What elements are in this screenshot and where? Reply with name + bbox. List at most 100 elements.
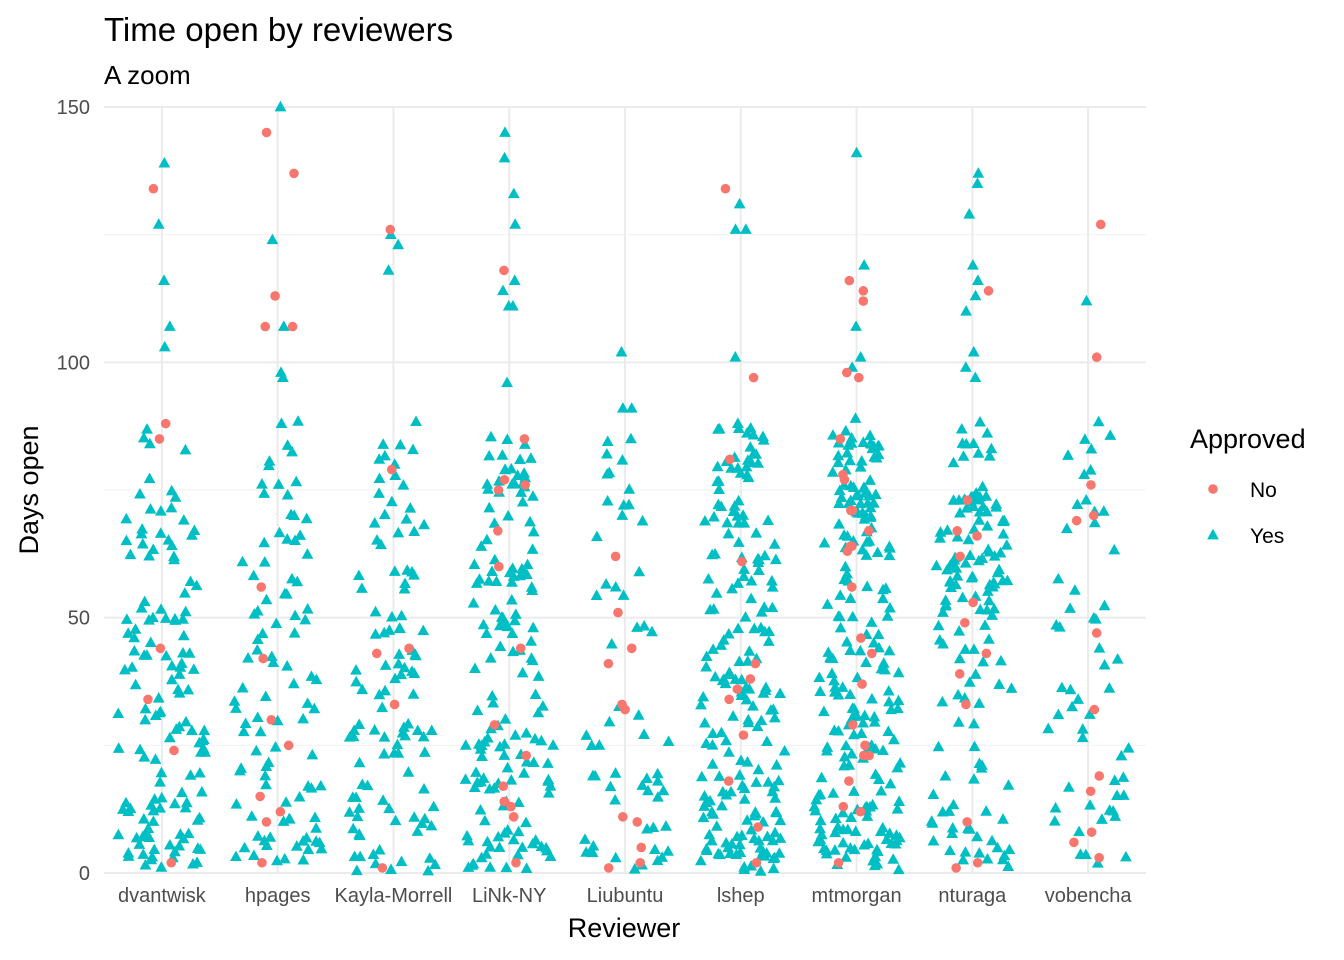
point-yes (526, 654, 539, 666)
point-yes (699, 514, 711, 526)
point-yes (525, 635, 538, 646)
point-yes (373, 453, 386, 464)
point-yes (377, 438, 390, 449)
point-yes (848, 785, 860, 796)
point-yes (516, 495, 529, 507)
point-yes (139, 713, 152, 725)
point-yes (136, 523, 149, 534)
point-yes (888, 733, 900, 745)
point-yes (861, 580, 874, 592)
point-no (858, 296, 869, 306)
y-tick-label: 50 (68, 608, 90, 630)
point-yes (854, 461, 867, 472)
point-yes (1079, 433, 1091, 444)
point-yes (186, 724, 198, 736)
point-yes (350, 675, 363, 687)
point-yes (1048, 815, 1061, 826)
point-yes (385, 495, 398, 507)
point-yes (377, 794, 389, 805)
point-yes (163, 839, 176, 850)
point-yes (707, 643, 720, 654)
point-yes (139, 829, 152, 841)
x-tick-label: hpages (245, 885, 311, 907)
point-yes (481, 731, 494, 743)
point-yes (1005, 682, 1018, 693)
point-yes (946, 827, 959, 839)
point-yes (179, 443, 192, 455)
point-yes (266, 233, 279, 245)
point-yes (828, 686, 841, 697)
point-yes (1080, 294, 1093, 306)
point-yes (707, 808, 720, 819)
point-yes (646, 625, 658, 637)
point-yes (379, 659, 392, 670)
point-yes (739, 611, 752, 622)
point-yes (118, 663, 131, 675)
point-yes (609, 767, 622, 778)
point-yes (973, 514, 986, 525)
point-yes (310, 673, 323, 685)
point-yes (139, 702, 152, 714)
point-yes (769, 826, 781, 838)
point-yes (861, 810, 874, 821)
point-no (377, 863, 388, 873)
point-yes (986, 609, 999, 620)
point-yes (236, 555, 249, 567)
point-yes (1003, 843, 1016, 855)
point-yes (129, 623, 142, 634)
point-yes (277, 320, 290, 331)
point-yes (733, 769, 746, 780)
point-yes (827, 429, 839, 440)
point-yes (492, 830, 505, 842)
point-yes (959, 557, 972, 568)
point-no (261, 127, 272, 138)
point-yes (579, 833, 591, 844)
point-yes (768, 711, 781, 723)
point-yes (764, 704, 777, 715)
point-yes (247, 569, 260, 581)
point-yes (154, 776, 166, 787)
point-yes (932, 619, 945, 631)
point-yes (280, 796, 292, 807)
point-yes (254, 725, 267, 737)
point-yes (593, 739, 606, 750)
point-yes (163, 731, 176, 743)
point-yes (425, 724, 438, 735)
point-no (1091, 628, 1102, 638)
point-yes (402, 766, 415, 777)
point-yes (698, 717, 711, 728)
point-yes (1064, 683, 1077, 695)
point-yes (981, 427, 994, 438)
point-yes (993, 563, 1005, 575)
point-yes (755, 621, 767, 633)
point-no (960, 617, 970, 628)
point-yes (147, 543, 160, 554)
point-yes (477, 772, 490, 783)
point-yes (529, 732, 541, 744)
point-no (494, 561, 504, 572)
point-yes (508, 477, 521, 489)
point-yes (954, 506, 966, 518)
point-yes (609, 580, 622, 592)
point-yes (638, 619, 651, 631)
point-yes (1064, 602, 1076, 613)
point-yes (953, 625, 966, 636)
point-yes (293, 791, 306, 802)
point-yes (617, 589, 630, 600)
point-yes (996, 574, 1009, 586)
point-no (860, 740, 870, 751)
point-yes (625, 432, 637, 444)
point-yes (769, 792, 782, 803)
point-yes (180, 796, 193, 808)
point-yes (145, 853, 158, 865)
x-tick-label: vobencha (1045, 885, 1133, 907)
point-no (847, 505, 858, 516)
point-yes (636, 514, 649, 526)
point-yes (700, 842, 713, 854)
point-no (857, 679, 867, 689)
point-yes (972, 554, 985, 566)
point-yes (812, 835, 825, 847)
point-yes (527, 490, 539, 501)
point-yes (392, 657, 405, 669)
